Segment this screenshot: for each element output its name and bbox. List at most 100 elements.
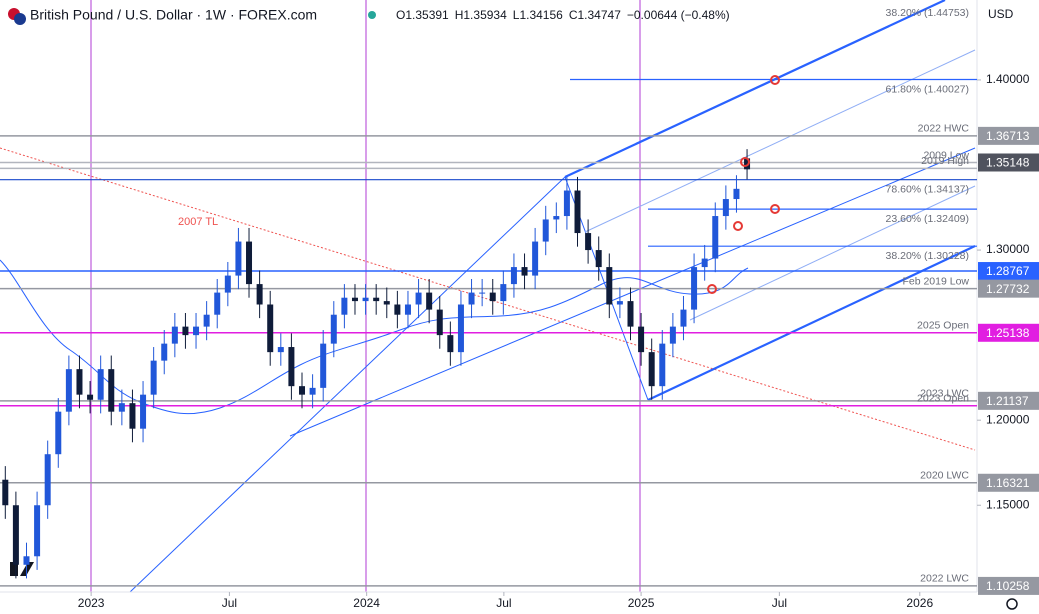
settings-button[interactable] xyxy=(1006,598,1018,610)
level-label: 2020 LWC xyxy=(920,470,969,482)
candle-body xyxy=(595,250,602,268)
ohlc-value: H1.35934 xyxy=(455,8,507,22)
candle-body xyxy=(118,403,125,412)
price-tag xyxy=(978,279,1039,298)
candle-body xyxy=(299,386,306,395)
candle-body xyxy=(669,326,676,344)
candle-body xyxy=(87,394,94,400)
candle-body xyxy=(267,304,274,353)
candle-body xyxy=(351,297,358,302)
price-tag-label: 1.16321 xyxy=(986,476,1030,490)
channel-mid xyxy=(584,49,976,233)
level-label: 2025 Open xyxy=(917,320,969,332)
candle-body xyxy=(256,284,263,305)
price-tag-label: 1.27732 xyxy=(986,282,1030,296)
y-tick-label: 1.40000 xyxy=(986,72,1030,86)
candle-body xyxy=(23,556,30,565)
candle-body xyxy=(648,352,655,387)
candle-body xyxy=(606,267,613,305)
candle-body xyxy=(553,216,560,220)
candle-body xyxy=(341,297,348,315)
y-tick-label: 1.15000 xyxy=(986,497,1030,511)
candle-body xyxy=(585,233,592,251)
signal-marker xyxy=(770,75,780,85)
price-tag xyxy=(978,473,1039,492)
level-label: 2009 Low xyxy=(923,149,969,161)
price-axis-panel xyxy=(977,0,1039,614)
candle-body xyxy=(426,292,433,310)
price-tag-label: 1.25138 xyxy=(986,326,1030,340)
candle-body xyxy=(97,369,104,400)
candle-body xyxy=(542,219,549,242)
candle-body xyxy=(722,199,729,217)
candle-body xyxy=(712,216,719,259)
tv-logo xyxy=(10,562,34,576)
candle-body xyxy=(362,297,369,302)
price-tag-label: 1.35148 xyxy=(986,156,1030,170)
ohlc-value: O1.35391 xyxy=(396,8,449,22)
ohlc-value: C1.34747 xyxy=(569,8,621,22)
candle-body xyxy=(235,241,242,276)
fib-label: 38.20% (1.30228) xyxy=(886,250,969,262)
candle-body xyxy=(320,343,327,388)
candle-body xyxy=(76,369,83,395)
x-tick-label: Jul xyxy=(496,596,511,610)
candles xyxy=(2,149,751,579)
fib-label: 78.60% (1.34137) xyxy=(886,183,969,195)
price-tag-label: 1.36713 xyxy=(986,129,1030,143)
x-tick-label: 2024 xyxy=(353,596,380,610)
candle-body xyxy=(44,454,51,506)
candle-body xyxy=(288,347,295,387)
currency-label[interactable]: USD xyxy=(988,7,1014,21)
candle-body xyxy=(34,505,41,557)
fib-label: 23.60% (1.32409) xyxy=(886,213,969,225)
y-tick-label: 1.20000 xyxy=(986,412,1030,426)
candle-body xyxy=(415,292,422,305)
level-label: 2019 High xyxy=(921,155,969,167)
candle-body xyxy=(616,301,623,305)
candle-body xyxy=(277,347,284,353)
x-tick-label: Jul xyxy=(222,596,237,610)
candle-body xyxy=(574,190,581,234)
x-tick-label: 2025 xyxy=(628,596,655,610)
candle-body xyxy=(246,241,253,285)
candle-body xyxy=(638,326,645,353)
candle-body xyxy=(627,301,634,327)
signal-marker xyxy=(740,157,750,167)
trendline xyxy=(129,176,566,593)
price-tag xyxy=(978,153,1039,172)
candle-body xyxy=(309,387,316,395)
candle-body xyxy=(140,394,147,429)
candle-body xyxy=(510,267,517,285)
candle-body xyxy=(182,326,189,336)
candle-body xyxy=(447,335,454,353)
level-label: 2022 HWC xyxy=(918,123,970,135)
candle-body xyxy=(500,284,507,302)
candle-body xyxy=(214,292,221,315)
price-tag-label: 1.10258 xyxy=(986,579,1030,593)
candle-body xyxy=(563,190,570,217)
price-tag-label: 1.21137 xyxy=(986,394,1029,408)
candle-body xyxy=(330,314,337,344)
chart-title: British Pound / U.S. Dollar · 1W · FOREX… xyxy=(30,7,317,23)
ohlc-value: L1.34156 xyxy=(513,8,563,22)
price-tag xyxy=(978,126,1039,145)
candle-body xyxy=(55,411,62,455)
candle-body xyxy=(404,304,411,315)
candle-body xyxy=(733,188,740,200)
candle-body xyxy=(65,369,72,412)
candle-body xyxy=(468,292,475,305)
candle-body xyxy=(373,297,380,302)
level-label: 2022 LWC xyxy=(920,573,969,585)
market-status[interactable] xyxy=(368,11,376,19)
level-label: 2023 LWC xyxy=(920,388,969,400)
price-tag xyxy=(978,576,1039,595)
signal-marker xyxy=(770,204,780,214)
x-tick-label: Jul xyxy=(772,596,787,610)
candle-body xyxy=(489,292,496,302)
candle-body xyxy=(680,309,687,327)
channel-mid xyxy=(689,185,976,321)
price-tag xyxy=(978,323,1039,342)
price-tag xyxy=(978,391,1039,410)
candle-body xyxy=(521,267,528,276)
